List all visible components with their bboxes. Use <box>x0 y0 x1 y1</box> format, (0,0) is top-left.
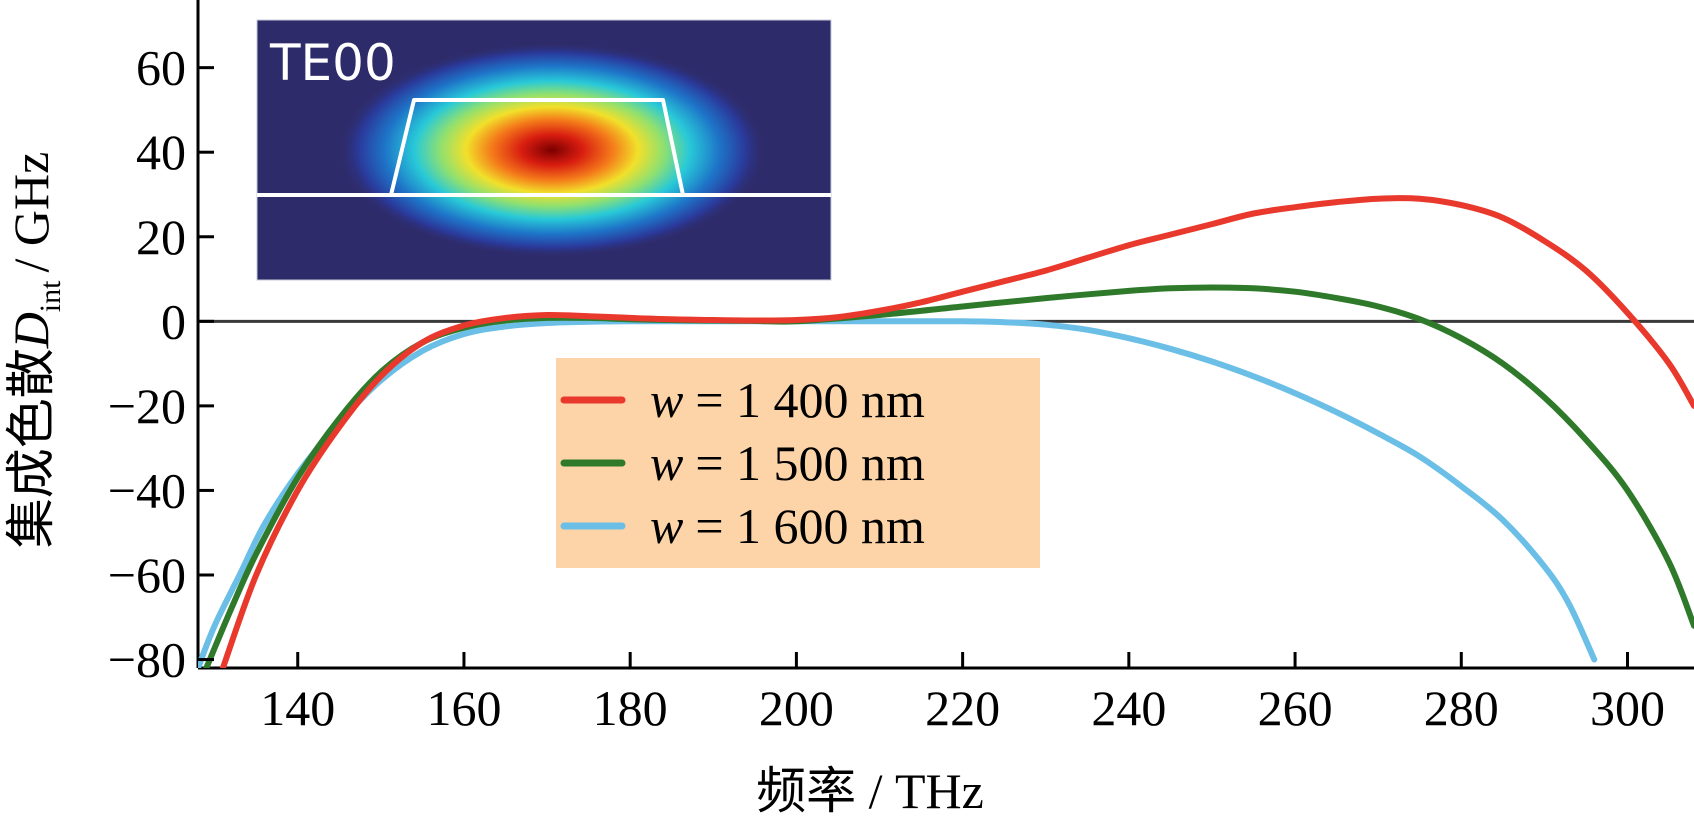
tick-labels: 140 160 180 200 220 240 260 280 300 −80 −60 −40 −20 0… <box>108 40 1665 736</box>
x-tick-label: 300 <box>1590 680 1665 736</box>
y-tick-label: −40 <box>108 462 186 518</box>
axes <box>196 0 1694 670</box>
legend-label-2: w = 1 500 nm <box>650 435 925 491</box>
y-tick-label: 20 <box>136 209 186 265</box>
legend-label-1: w = 1 400 nm <box>650 372 925 428</box>
y-axis-label-unit: / GHz <box>3 152 59 273</box>
x-tick-label: 140 <box>260 680 335 736</box>
waveguide-outline <box>389 98 685 196</box>
legend-value: = 1 600 nm <box>695 498 925 554</box>
legend-box <box>556 358 1040 568</box>
y-tick-label: 60 <box>136 40 186 96</box>
x-tick-label: 160 <box>426 680 501 736</box>
legend-value: = 1 500 nm <box>695 435 925 491</box>
y-tick-label: −80 <box>108 632 186 688</box>
mode-profile-inset: TE00 <box>256 19 832 281</box>
y-tick-label: −20 <box>108 378 186 434</box>
x-tick-label: 280 <box>1424 680 1499 736</box>
y-axis-label: 集成色散Dint / GHz <box>3 152 67 549</box>
y-axis-label-prefix: 集成色散 <box>3 348 59 548</box>
x-tick-label: 200 <box>759 680 834 736</box>
legend-label-3: w = 1 600 nm <box>650 498 925 554</box>
y-axis-label-symbol: D <box>3 312 59 349</box>
legend-var: w <box>650 498 683 554</box>
series-line-1 <box>219 195 1694 668</box>
legend-value: = 1 400 nm <box>695 372 925 428</box>
legend: w = 1 400 nmw = 1 500 nmw = 1 600 nm <box>556 358 1040 568</box>
series-lines <box>198 195 1694 668</box>
y-axis-label-subscript: int <box>34 280 67 312</box>
y-tick-label: −60 <box>108 547 186 603</box>
inset-label: TE00 <box>269 34 396 92</box>
x-axis-label: 频率 / THz <box>756 763 984 819</box>
x-tick-label: 260 <box>1258 680 1333 736</box>
x-tick-label: 180 <box>593 680 668 736</box>
y-tick-label: 40 <box>136 124 186 180</box>
x-tick-label: 240 <box>1091 680 1166 736</box>
mode-intensity <box>337 42 767 258</box>
y-tick-label: 0 <box>161 293 186 349</box>
legend-var: w <box>650 435 683 491</box>
legend-var: w <box>650 372 683 428</box>
x-tick-label: 220 <box>925 680 1000 736</box>
